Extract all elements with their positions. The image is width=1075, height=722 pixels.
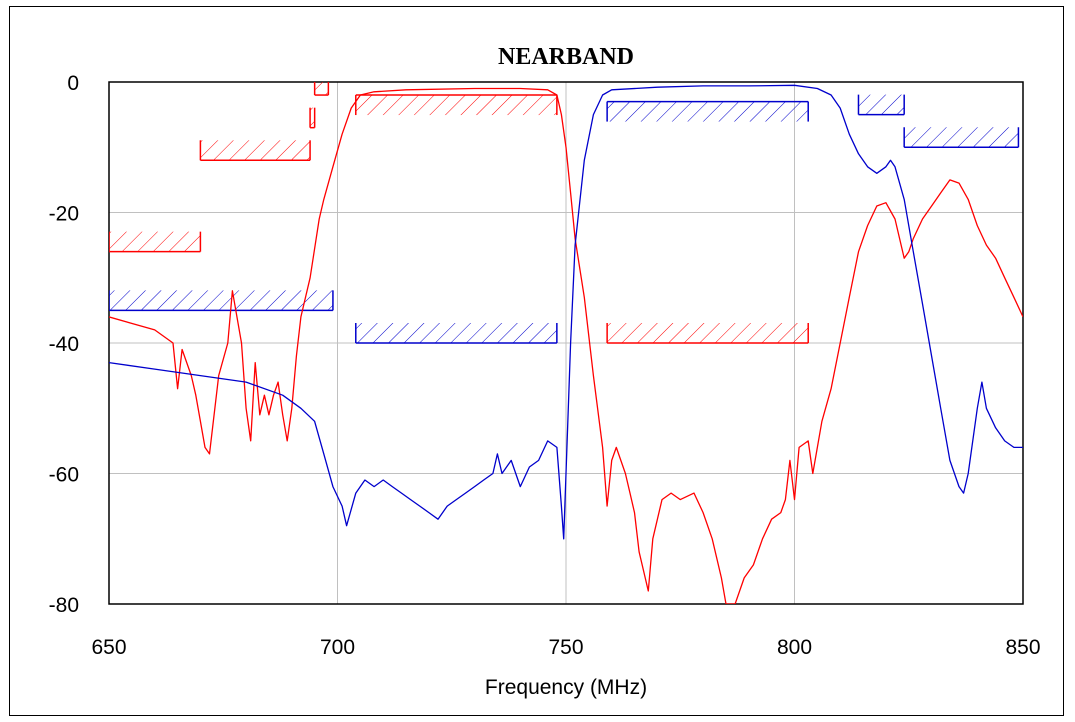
chart-frame (9, 6, 1064, 716)
x-axis-label: Frequency (MHz) (485, 676, 647, 699)
spec-mask (313, 82, 330, 96)
spec-mask (355, 323, 558, 344)
y-tick-label: 0 (67, 72, 79, 95)
series-line-blue (109, 84, 1023, 540)
spec-mask (355, 94, 558, 116)
x-axis: 650 700 750 800 850 (91, 636, 1040, 659)
plot-area (108, 81, 1024, 605)
spec-mask-hatch (355, 95, 557, 116)
mask-group (109, 82, 1020, 344)
x-tick-label: 750 (548, 636, 583, 659)
y-axis: 0 -20 -40 -60 -80 (49, 72, 79, 617)
y-tick-label: -60 (49, 464, 79, 487)
spec-mask-hatch (109, 231, 201, 252)
spec-mask (857, 94, 905, 116)
x-tick-label: 650 (91, 636, 126, 659)
spec-mask (109, 231, 202, 253)
x-tick-label: 700 (320, 636, 355, 659)
spec-mask-hatch (314, 82, 329, 96)
spec-mask-hatch (310, 107, 315, 128)
chart-title: NEARBAND (498, 44, 634, 70)
spec-mask (606, 323, 809, 344)
spec-mask-hatch (109, 290, 333, 311)
spec-mask (606, 100, 809, 122)
spec-mask-hatch (904, 127, 1019, 148)
spec-mask-hatch (607, 101, 809, 122)
spec-mask-hatch (607, 323, 809, 343)
spec-mask-hatch (200, 140, 311, 161)
spec-mask (199, 140, 311, 162)
spec-mask (903, 127, 1020, 148)
x-tick-label: 800 (777, 636, 812, 659)
spec-mask-hatch (355, 323, 557, 343)
y-tick-label: -80 (49, 594, 79, 617)
series-group (109, 84, 1023, 604)
y-tick-label: -20 (49, 203, 79, 226)
series-line-red (109, 87, 1023, 604)
spec-mask-hatch (858, 94, 905, 115)
spec-mask (109, 290, 334, 312)
spec-mask (309, 107, 316, 129)
x-tick-label: 850 (1005, 636, 1040, 659)
y-tick-label: -40 (49, 333, 79, 356)
